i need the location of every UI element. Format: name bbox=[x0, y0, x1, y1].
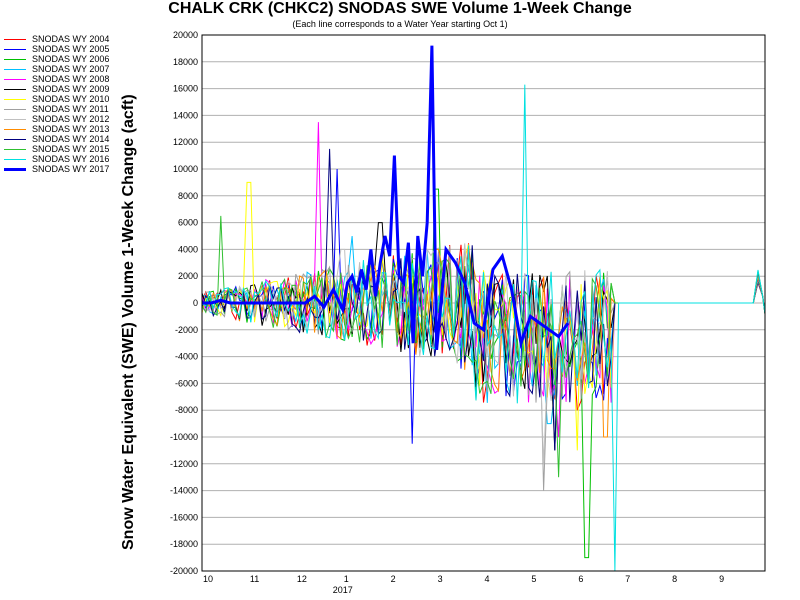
legend-swatch bbox=[4, 58, 26, 60]
legend-item: SNODAS WY 2013 bbox=[4, 124, 144, 134]
series-line bbox=[201, 243, 766, 464]
y-tick-label: -18000 bbox=[170, 539, 198, 549]
x-tick-label: 10 bbox=[203, 574, 213, 584]
series-line bbox=[202, 45, 570, 351]
legend-swatch bbox=[4, 128, 26, 130]
legend-label: SNODAS WY 2014 bbox=[32, 134, 110, 144]
legend-item: SNODAS WY 2008 bbox=[4, 74, 144, 84]
y-tick-label: 14000 bbox=[173, 110, 198, 120]
x-year-label: 2017 bbox=[333, 585, 353, 595]
x-tick-label: 4 bbox=[485, 574, 490, 584]
legend-label: SNODAS WY 2010 bbox=[32, 94, 110, 104]
series-line bbox=[201, 245, 766, 491]
x-tick-label: 5 bbox=[531, 574, 536, 584]
y-tick-label: 4000 bbox=[178, 244, 198, 254]
legend-item: SNODAS WY 2004 bbox=[4, 34, 144, 44]
y-tick-label: -6000 bbox=[175, 378, 198, 388]
legend-item: SNODAS WY 2016 bbox=[4, 154, 144, 164]
x-tick-label: 12 bbox=[297, 574, 307, 584]
series-line bbox=[201, 188, 766, 559]
legend-swatch bbox=[4, 167, 26, 171]
legend-item: SNODAS WY 2015 bbox=[4, 144, 144, 154]
legend-label: SNODAS WY 2017 bbox=[32, 164, 110, 174]
y-tick-label: -8000 bbox=[175, 405, 198, 415]
legend-label: SNODAS WY 2011 bbox=[32, 104, 109, 114]
x-tick-label: 3 bbox=[438, 574, 443, 584]
x-tick-label: 7 bbox=[625, 574, 630, 584]
chart-legend: SNODAS WY 2004 SNODAS WY 2005 SNODAS WY 20… bbox=[4, 34, 144, 174]
y-tick-label: 8000 bbox=[178, 191, 198, 201]
legend-item: SNODAS WY 2010 bbox=[4, 94, 144, 104]
legend-label: SNODAS WY 2005 bbox=[32, 44, 110, 54]
chart-subtitle: (Each line corresponds to a Water Year s… bbox=[292, 19, 508, 29]
series-line bbox=[201, 84, 766, 572]
legend-item: SNODAS WY 2009 bbox=[4, 84, 144, 94]
y-tick-label: 12000 bbox=[173, 137, 198, 147]
legend-label: SNODAS WY 2008 bbox=[32, 74, 110, 84]
y-tick-label: -20000 bbox=[170, 566, 198, 576]
legend-swatch bbox=[4, 38, 26, 40]
y-tick-label: 16000 bbox=[173, 84, 198, 94]
legend-swatch bbox=[4, 108, 26, 110]
x-tick-label: 11 bbox=[250, 574, 259, 584]
legend-item: SNODAS WY 2011 bbox=[4, 104, 144, 114]
legend-swatch bbox=[4, 118, 26, 120]
series-line bbox=[201, 215, 766, 478]
y-tick-label: -12000 bbox=[170, 459, 198, 469]
y-tick-label: -4000 bbox=[175, 352, 198, 362]
legend-label: SNODAS WY 2007 bbox=[32, 64, 110, 74]
x-tick-label: 1 bbox=[344, 574, 349, 584]
legend-swatch bbox=[4, 158, 26, 160]
plot-frame bbox=[201, 34, 766, 572]
legend-swatch bbox=[4, 68, 26, 70]
y-tick-label: 0 bbox=[193, 298, 198, 308]
x-tick-label: 9 bbox=[719, 574, 724, 584]
legend-swatch bbox=[4, 88, 26, 90]
legend-swatch bbox=[4, 148, 26, 150]
y-tick-label: -16000 bbox=[170, 512, 198, 522]
legend-item: SNODAS WY 2006 bbox=[4, 54, 144, 64]
legend-item: SNODAS WY 2012 bbox=[4, 114, 144, 124]
legend-label: SNODAS WY 2004 bbox=[32, 34, 110, 44]
legend-swatch bbox=[4, 98, 26, 100]
legend-item: SNODAS WY 2014 bbox=[4, 134, 144, 144]
legend-label: SNODAS WY 2016 bbox=[32, 154, 110, 164]
chart-title: CHALK CRK (CHKC2) SNODAS SWE Volume 1-We… bbox=[168, 0, 632, 17]
y-tick-label: -10000 bbox=[170, 432, 198, 442]
legend-item: SNODAS WY 2005 bbox=[4, 44, 144, 54]
legend-label: SNODAS WY 2009 bbox=[32, 84, 110, 94]
y-tick-label: 6000 bbox=[178, 218, 198, 228]
legend-swatch bbox=[4, 48, 26, 50]
legend-swatch bbox=[4, 138, 26, 140]
y-tick-label: 20000 bbox=[173, 30, 198, 40]
legend-label: SNODAS WY 2015 bbox=[32, 144, 110, 154]
series-lines bbox=[201, 45, 766, 572]
y-tick-label: 10000 bbox=[173, 164, 198, 174]
legend-label: SNODAS WY 2013 bbox=[32, 124, 110, 134]
legend-swatch bbox=[4, 78, 26, 80]
x-tick-label: 8 bbox=[672, 574, 677, 584]
series-line bbox=[201, 148, 766, 451]
legend-item: SNODAS WY 2017 bbox=[4, 164, 144, 174]
legend-item: SNODAS WY 2007 bbox=[4, 64, 144, 74]
y-tick-labels: 2000018000160001400012000100008000600040… bbox=[170, 30, 198, 576]
y-tick-label: 2000 bbox=[178, 271, 198, 281]
legend-label: SNODAS WY 2006 bbox=[32, 54, 110, 64]
x-tick-label: 6 bbox=[578, 574, 583, 584]
y-tick-label: -2000 bbox=[175, 325, 198, 335]
y-tick-label: -14000 bbox=[170, 486, 198, 496]
y-tick-label: 18000 bbox=[173, 57, 198, 67]
legend-label: SNODAS WY 2012 bbox=[32, 114, 110, 124]
x-tick-label: 2 bbox=[391, 574, 396, 584]
